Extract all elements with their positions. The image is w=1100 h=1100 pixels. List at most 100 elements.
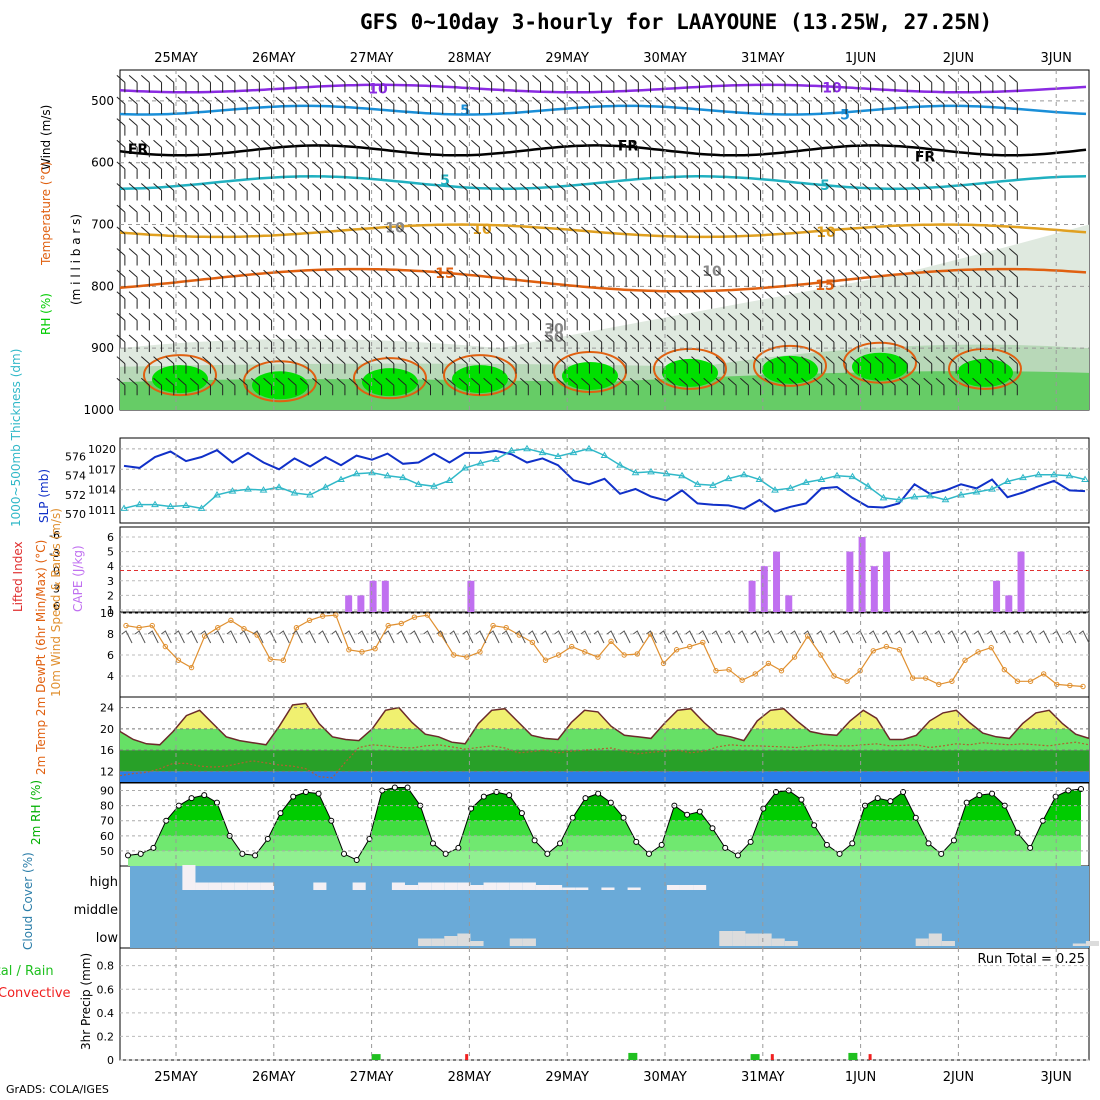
wind-barb	[923, 248, 933, 266]
wind-barb	[788, 291, 798, 309]
wind-barb	[483, 96, 493, 114]
wind-barb	[275, 183, 285, 201]
wind10m-barb	[698, 630, 710, 644]
wind-barb	[996, 356, 1006, 374]
wind-barb	[947, 204, 957, 223]
wind-barb	[116, 139, 126, 158]
wind-barb	[385, 161, 395, 179]
wind-barb	[361, 183, 370, 201]
wind-barb	[312, 377, 321, 396]
cloud-low-bar	[771, 938, 785, 946]
wind-barb	[752, 74, 762, 93]
temp-tick: 12	[100, 765, 114, 778]
wind-barb	[202, 74, 211, 93]
wind-barb	[556, 204, 566, 223]
wind10m-barb	[462, 630, 474, 644]
wind-barb	[996, 161, 1006, 179]
day-label-bottom: 31MAY	[741, 1070, 785, 1085]
wind10m-barb	[580, 630, 592, 644]
wind-barb	[593, 377, 603, 396]
cape-bar	[748, 580, 756, 612]
wind-barb	[764, 291, 774, 309]
wind-barb	[373, 291, 383, 309]
wind-barb	[850, 291, 859, 309]
cloud-low-bar	[444, 936, 458, 946]
wind-barb	[850, 96, 859, 114]
wind-barb	[581, 312, 590, 331]
wind-barb	[287, 139, 297, 158]
wind-barb	[287, 356, 297, 374]
wind-barb	[202, 161, 211, 179]
precip-conv-bar	[465, 1054, 469, 1060]
wind-barb	[923, 291, 933, 309]
wind10m-marker	[739, 677, 745, 683]
temp-line	[119, 702, 1090, 746]
wind-barb	[850, 269, 859, 288]
wind-barb	[422, 334, 431, 352]
wind-barb	[140, 161, 150, 179]
wind-barb	[788, 139, 798, 158]
wind-barb	[275, 161, 285, 179]
wind-barb	[348, 204, 358, 223]
wind-barb	[776, 204, 786, 223]
wind-barb	[960, 183, 969, 201]
temp-axis-label: 2m Temp 2m DewPt (6hr Min/Max) (°C)	[34, 540, 48, 775]
cloud-high-bar	[260, 882, 275, 890]
wind-barb	[287, 291, 297, 309]
wind-barb	[727, 334, 737, 352]
wind-barb	[214, 183, 224, 201]
wind-barb	[825, 248, 835, 266]
wind-barb	[397, 269, 407, 288]
wind-barb	[348, 248, 358, 266]
wind-barb	[666, 139, 676, 158]
wind-barb	[409, 377, 419, 396]
rh-marker	[518, 810, 525, 817]
cloud-low-bar	[1085, 941, 1099, 946]
wind10m-barb	[619, 630, 631, 644]
cloud-high-bar	[535, 885, 550, 890]
wind10m-barb	[711, 630, 723, 644]
wind-barb	[691, 269, 700, 288]
cape-bar	[1005, 595, 1013, 612]
wind-barb	[336, 248, 346, 266]
thickness-marker	[833, 471, 841, 479]
wind-barb	[189, 377, 199, 396]
wind-barb	[825, 161, 835, 179]
wind-barb	[837, 183, 847, 201]
wind-barb	[153, 269, 163, 288]
wind-barb	[458, 269, 468, 288]
wind10m-marker	[529, 639, 536, 646]
wind-barb	[251, 183, 260, 201]
wind-barb	[654, 226, 664, 244]
wind-barb	[153, 118, 163, 136]
wind-barb	[898, 204, 908, 223]
wind-barb	[373, 204, 383, 223]
wind-barb	[581, 74, 590, 93]
wind-barb	[153, 334, 163, 352]
wind-barb	[593, 226, 603, 244]
cape-bar	[858, 537, 866, 612]
wind-barb	[764, 312, 774, 331]
wind-barb	[752, 204, 762, 223]
wind10m-tick: 4	[107, 670, 114, 683]
wind-barb	[837, 96, 847, 114]
wind-barb	[691, 96, 700, 114]
wind10m-barb	[213, 630, 225, 644]
wind-barb	[715, 204, 725, 223]
wind-barb	[299, 74, 309, 93]
wind-barb	[617, 74, 627, 93]
wind-barb	[581, 377, 590, 396]
wind10m-marker	[608, 638, 614, 645]
thickness-marker	[895, 495, 903, 503]
wind-barb	[984, 204, 994, 223]
wind10m-marker	[1014, 678, 1021, 684]
slp-tick: 1011	[88, 504, 116, 517]
wind-barb	[373, 248, 383, 266]
wind-barb	[519, 118, 529, 136]
wind-barb	[556, 312, 566, 331]
wind-barb	[898, 312, 908, 331]
thickness-marker	[1019, 473, 1027, 481]
wind-barb	[238, 248, 248, 266]
wind-barb	[666, 334, 676, 352]
wind-barb	[752, 161, 762, 179]
